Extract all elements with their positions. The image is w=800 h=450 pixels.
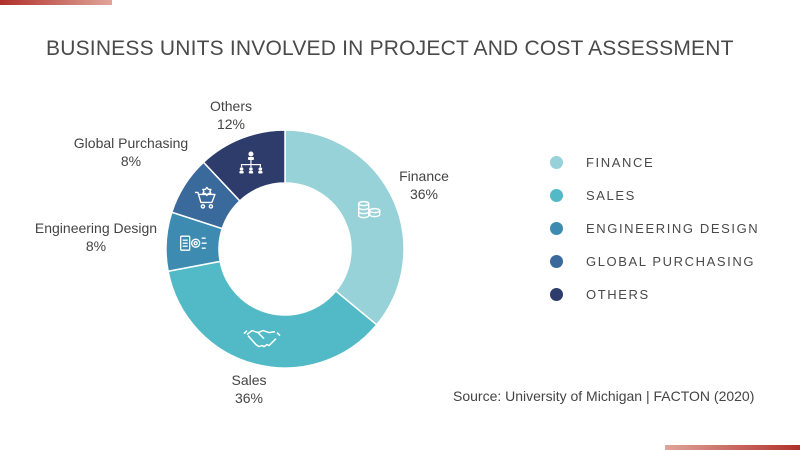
slice-label-global-purchasing: Global Purchasing <box>74 135 188 151</box>
legend-label: ENGINEERING DESIGN <box>586 221 760 236</box>
legend-swatch <box>550 189 563 202</box>
slice-finance <box>284 129 405 326</box>
slice-value-sales: 36% <box>235 390 263 406</box>
slice-label-finance: Finance <box>399 168 449 184</box>
slice-label-engineering-design: Engineering Design <box>35 220 157 236</box>
slice-value-global-purchasing: 8% <box>121 153 141 169</box>
legend-item-engineering-design: ENGINEERING DESIGN <box>550 212 759 245</box>
chart-title: BUSINESS UNITS INVOLVED IN PROJECT AND C… <box>46 37 734 60</box>
handshake-icon <box>243 329 281 348</box>
legend-item-global-purchasing: GLOBAL PURCHASING <box>550 245 759 278</box>
legend-item-sales: SALES <box>550 179 759 212</box>
legend-label: GLOBAL PURCHASING <box>586 254 756 269</box>
engineering-icon <box>180 235 207 251</box>
top-accent-bar <box>0 0 112 5</box>
slice-others <box>202 129 286 202</box>
legend-swatch <box>550 255 563 268</box>
legend-label: OTHERS <box>586 287 650 302</box>
bottom-accent-bar <box>665 445 800 450</box>
shopping-cart-icon <box>194 186 216 209</box>
legend-swatch <box>550 288 563 301</box>
legend-swatch <box>550 156 563 169</box>
legend-swatch <box>550 222 563 235</box>
org-chart-icon <box>239 151 263 174</box>
slice-value-finance: 36% <box>410 186 438 202</box>
legend-item-finance: FINANCE <box>550 146 759 179</box>
coins-icon <box>357 200 381 219</box>
slice-label-sales: Sales <box>231 372 266 388</box>
chart-legend: FINANCE SALES ENGINEERING DESIGN GLOBAL PUR… <box>550 146 759 311</box>
slice-value-engineering-design: 8% <box>86 238 106 254</box>
slice-sales <box>167 260 378 369</box>
legend-item-others: OTHERS <box>550 278 759 311</box>
slice-value-others: 12% <box>217 116 245 132</box>
legend-label: FINANCE <box>586 155 655 170</box>
source-note: Source: University of Michigan | FACTON … <box>453 388 755 404</box>
slice-label-others: Others <box>210 98 252 114</box>
legend-label: SALES <box>586 188 636 203</box>
